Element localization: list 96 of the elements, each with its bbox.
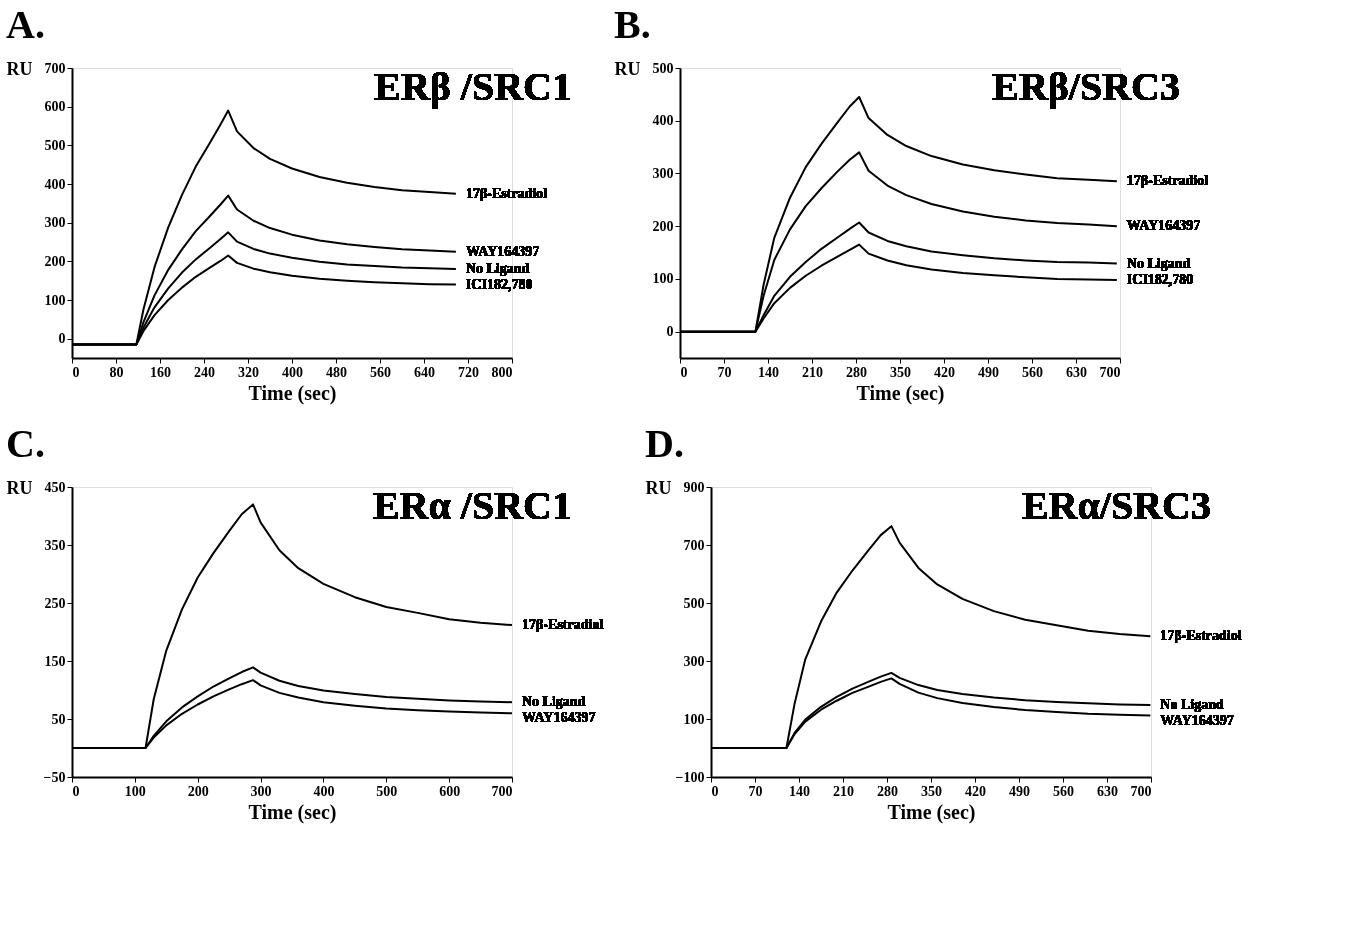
x-tick-label: 350	[921, 783, 942, 799]
x-tick-label: 70	[717, 364, 732, 380]
x-tick-label: 240	[194, 364, 215, 380]
series-label: 17β-Estradiol	[522, 617, 604, 633]
annotation: ERα/SRC3	[1021, 483, 1211, 528]
y-tick-label: 700	[44, 60, 66, 76]
y-tick-label: 300	[683, 653, 705, 669]
y-axis-title: RU	[645, 477, 672, 498]
x-tick-label: 800	[491, 364, 513, 380]
x-tick-label: 400	[313, 783, 335, 799]
chart-title: D.	[645, 421, 684, 466]
x-tick-label: 600	[439, 783, 461, 799]
x-tick-label: 140	[758, 364, 779, 380]
chart-title: A.	[6, 2, 45, 47]
x-tick-label: 350	[890, 364, 911, 380]
chart-title: B.	[614, 2, 651, 47]
y-tick-label: 250	[44, 595, 66, 611]
x-tick-label: 0	[711, 783, 719, 799]
y-tick-label: 0	[58, 331, 66, 347]
x-tick-label: 560	[1053, 783, 1074, 799]
y-tick-label: 400	[44, 176, 66, 192]
x-tick-label: 420	[965, 783, 986, 799]
x-tick-label: 480	[326, 364, 347, 380]
x-tick-label: 490	[978, 364, 999, 380]
y-axis-title: RU	[6, 58, 33, 79]
y-tick-label: 400	[652, 113, 674, 129]
y-tick-label: 700	[683, 537, 705, 553]
x-tick-label: 700	[1099, 364, 1121, 380]
series-label: ICI182,780	[1126, 271, 1194, 287]
x-tick-label: 210	[833, 783, 854, 799]
x-tick-label: 200	[187, 783, 209, 799]
x-tick-label: 630	[1066, 364, 1087, 380]
y-tick-label: 500	[683, 595, 705, 611]
x-axis-title: Time (sec)	[887, 800, 976, 824]
series-label: WAY164397	[465, 243, 540, 259]
annotation: ERβ/SRC3	[992, 64, 1180, 109]
x-tick-label: 320	[238, 364, 259, 380]
series-label: WAY164397	[1126, 218, 1201, 234]
series-label: No Ligand	[1160, 697, 1224, 713]
x-tick-label: 420	[934, 364, 955, 380]
x-axis-title: Time (sec)	[248, 381, 337, 405]
y-tick-label: 600	[44, 99, 66, 115]
x-tick-label: 70	[748, 783, 763, 799]
x-tick-label: 640	[414, 364, 435, 380]
annotation: ERβ /SRC1	[374, 64, 572, 109]
x-tick-label: 0	[72, 783, 80, 799]
chart-title: C.	[6, 421, 45, 466]
x-tick-label: 280	[846, 364, 867, 380]
y-tick-label: 100	[44, 292, 66, 308]
series-label: WAY164397	[522, 710, 596, 726]
y-tick-label: 350	[44, 537, 66, 553]
x-tick-label: 280	[877, 783, 898, 799]
x-tick-label: 80	[109, 364, 124, 380]
y-tick-label: 500	[44, 137, 66, 153]
y-axis-title: RU	[614, 58, 641, 79]
x-axis-title: Time (sec)	[248, 800, 337, 824]
annotation: ERα /SRC1	[372, 483, 572, 528]
y-tick-label: 500	[652, 60, 674, 76]
x-tick-label: 0	[72, 364, 80, 380]
y-tick-label: −100	[675, 769, 705, 785]
x-tick-label: 500	[376, 783, 398, 799]
x-tick-label: 100	[124, 783, 146, 799]
x-axis-title: Time (sec)	[856, 381, 945, 405]
x-tick-label: 490	[1009, 783, 1030, 799]
series-label: 17β-Estradiol	[465, 185, 548, 201]
y-tick-label: 100	[683, 711, 705, 727]
series-label: No Ligand	[522, 694, 586, 710]
series-label: 17β-Estradiol	[1126, 173, 1209, 189]
x-tick-label: 630	[1097, 783, 1118, 799]
y-tick-label: 100	[652, 271, 674, 287]
y-tick-label: 200	[652, 218, 674, 234]
y-axis-title: RU	[6, 477, 33, 498]
series-label: No Ligand	[465, 261, 530, 277]
series-label: 17β-Estradiol	[1160, 628, 1242, 644]
x-tick-label: 720	[458, 364, 479, 380]
y-tick-label: 900	[683, 479, 705, 495]
y-tick-label: 0	[666, 324, 674, 340]
x-tick-label: 160	[150, 364, 171, 380]
x-tick-label: 210	[802, 364, 823, 380]
x-tick-label: 700	[491, 783, 513, 799]
y-tick-label: 450	[44, 479, 66, 495]
series-label: ICI182,780	[465, 277, 533, 293]
y-tick-label: 150	[44, 653, 66, 669]
y-tick-label: 200	[44, 253, 66, 269]
x-tick-label: 560	[1022, 364, 1043, 380]
x-tick-label: 560	[370, 364, 391, 380]
y-tick-label: 300	[652, 165, 674, 181]
series-label: No Ligand	[1126, 255, 1191, 271]
x-tick-label: 300	[250, 783, 272, 799]
x-tick-label: 400	[282, 364, 303, 380]
y-tick-label: 50	[51, 711, 66, 727]
x-tick-label: 140	[789, 783, 810, 799]
series-label: WAY164397	[1160, 713, 1234, 729]
y-tick-label: −50	[43, 769, 66, 785]
y-tick-label: 300	[44, 215, 66, 231]
x-tick-label: 700	[1130, 783, 1152, 799]
